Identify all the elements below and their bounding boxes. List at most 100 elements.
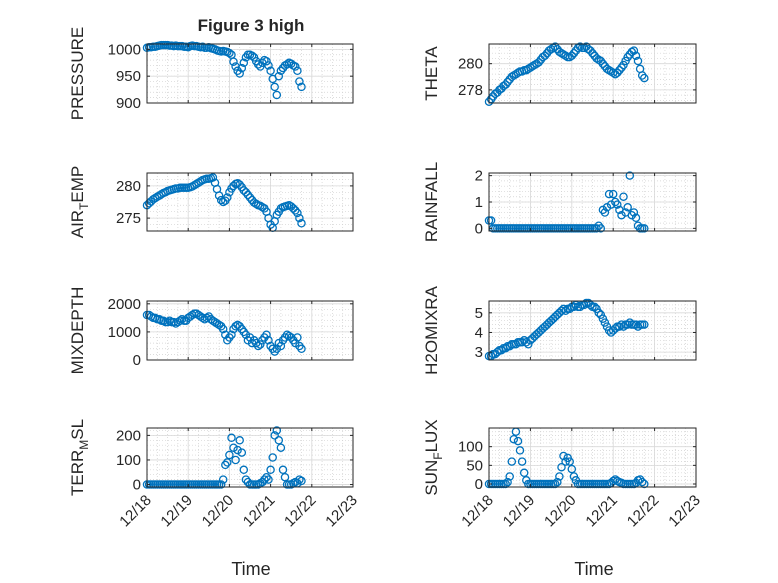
- data-point: [225, 48, 234, 58]
- subplot-5: 0 1000 2000 MIXDEPTH: [68, 287, 354, 374]
- data-point: [235, 180, 244, 189]
- data-point: [640, 73, 649, 83]
- x-tick-label: 12/23: [665, 492, 704, 531]
- data-point: [272, 426, 282, 435]
- data-point: [264, 61, 273, 70]
- data-point: [175, 316, 185, 325]
- data-point: [569, 48, 579, 58]
- data-point: [260, 475, 269, 484]
- y-tick-label: 0: [475, 476, 483, 493]
- data-point: [247, 51, 257, 61]
- data-point: [231, 455, 240, 465]
- data-point: [505, 472, 514, 481]
- data-point: [509, 434, 519, 444]
- x-tick-label: 12/23: [322, 492, 361, 531]
- data-point: [212, 319, 222, 328]
- data-point: [216, 480, 226, 489]
- data-point: [565, 457, 574, 466]
- data-point: [501, 343, 510, 353]
- data-point: [297, 219, 306, 228]
- data-point: [245, 193, 255, 202]
- data-point: [515, 446, 525, 455]
- data-point: [550, 479, 560, 489]
- subplot-7: 0 100 200 12/18 12/19 12/20 12/21 12/22 12/23 TER…: [68, 419, 361, 530]
- data-point: [617, 320, 626, 329]
- y-tick-label: 2000: [108, 296, 141, 313]
- axes-box: [488, 300, 697, 361]
- data-point: [264, 475, 273, 484]
- data-point: [561, 306, 570, 316]
- data-point: [237, 448, 247, 457]
- data-point: [493, 347, 502, 357]
- data-point: [270, 431, 279, 440]
- data-point: [524, 340, 533, 349]
- data-point: [586, 46, 595, 55]
- data-point: [256, 340, 265, 349]
- data-point: [553, 477, 562, 487]
- y-tick-label: 1000: [108, 324, 141, 341]
- data-point: [295, 475, 304, 484]
- data-point: [631, 51, 641, 61]
- data-point: [239, 465, 249, 475]
- data-point: [262, 330, 271, 339]
- data-point: [519, 468, 529, 478]
- data-point: [237, 63, 247, 73]
- data-point: [503, 477, 512, 487]
- data-point: [619, 192, 628, 201]
- data-point: [291, 206, 300, 215]
- data-point: [171, 319, 181, 328]
- data-point: [221, 460, 230, 470]
- data-point: [600, 318, 610, 327]
- y-tick-label: 275: [116, 210, 141, 227]
- data-point: [223, 193, 232, 202]
- data-point: [241, 475, 251, 484]
- data-point: [619, 322, 628, 331]
- x-tick-label: 12/20: [199, 492, 238, 531]
- data-point: [218, 475, 228, 484]
- x-tick-label: 12/21: [582, 492, 621, 531]
- data-point: [623, 203, 632, 212]
- data-point: [253, 60, 263, 69]
- data-point: [557, 462, 566, 472]
- data-point: [243, 190, 253, 200]
- plot-area: [147, 428, 353, 487]
- y-tick-label: 100: [116, 452, 141, 469]
- data-point: [617, 63, 626, 72]
- data-point: [629, 208, 639, 217]
- data-point: [633, 56, 643, 66]
- data-point: [497, 345, 506, 355]
- data-point: [293, 66, 302, 76]
- data-point: [159, 316, 168, 325]
- data-point: [503, 77, 512, 87]
- data-point: [522, 338, 531, 347]
- data-point: [272, 90, 282, 100]
- y-tick-label: 100: [458, 439, 483, 456]
- data-point: [637, 477, 647, 487]
- data-point: [501, 80, 510, 89]
- data-point: [268, 453, 277, 462]
- data-point: [594, 308, 603, 318]
- y-tick-label: 0: [475, 220, 483, 237]
- data-point: [274, 71, 284, 81]
- data-point: [264, 336, 273, 345]
- data-point: [293, 333, 302, 342]
- data-point: [613, 68, 622, 78]
- data-point: [575, 42, 585, 51]
- data-point: [559, 304, 568, 314]
- y-axis-label-1: PRESSURE: [68, 27, 87, 121]
- data-point: [297, 82, 306, 92]
- data-point: [561, 51, 570, 61]
- data-point: [231, 62, 240, 71]
- subplot-6: 3 4 5 H2OMIXRA: [422, 285, 697, 375]
- data-point: [567, 464, 577, 474]
- data-point: [501, 479, 510, 489]
- y-tick-label: 1: [475, 194, 483, 211]
- subplot-2: 278 280 THETA: [422, 42, 697, 106]
- x-tick-label: 12/22: [281, 492, 320, 531]
- data-point: [233, 445, 242, 455]
- data-point: [631, 213, 641, 223]
- data-point: [188, 310, 197, 320]
- data-point: [598, 59, 608, 68]
- axes-box: [146, 43, 354, 104]
